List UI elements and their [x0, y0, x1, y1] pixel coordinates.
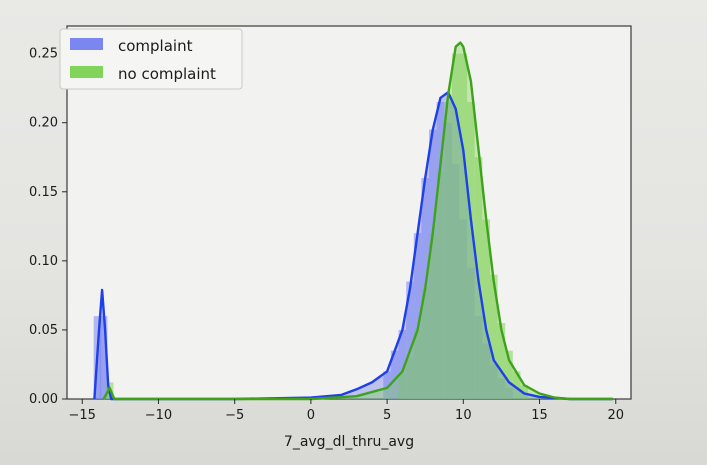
x-axis: −15 −10 −5 0 5 10 15 20: [69, 399, 624, 423]
histogram-bar-complaint: [406, 281, 414, 399]
y-tick-label: 0.25: [29, 47, 58, 62]
histogram-bar-complaint: [99, 316, 108, 399]
x-axis-title: 7_avg_dl_thru_avg: [284, 434, 414, 450]
density-area-no-complaint: [103, 42, 613, 399]
legend-box: [59, 28, 243, 90]
histogram-bars: [93, 53, 529, 399]
density-line-no-complaint: [102, 41, 613, 401]
x-tick-label: −10: [145, 408, 172, 423]
histogram-bar-no-complaint: [413, 329, 422, 399]
legend-swatch-no-complaint: [70, 66, 103, 78]
legend-label-no-complaint: no complaint: [118, 65, 216, 83]
y-axis: 0.00 0.05 0.10 0.15 0.20 0.25: [29, 47, 67, 407]
legend: complaint no complaint: [59, 28, 243, 90]
histogram-bar-no-complaint: [497, 323, 506, 399]
histogram-bar-no-complaint: [406, 357, 414, 399]
x-tick-label: 10: [455, 408, 472, 423]
y-tick-label: 0.05: [29, 323, 58, 338]
histogram-bar-no-complaint: [482, 219, 490, 399]
x-tick-label: −5: [225, 408, 244, 423]
legend-swatch-complaint: [70, 38, 103, 50]
histogram-bar-complaint: [383, 371, 391, 399]
y-tick-label: 0.00: [29, 392, 58, 407]
histogram-bar-no-complaint: [436, 171, 445, 399]
density-fills: [94, 42, 613, 400]
legend-label-complaint: complaint: [118, 37, 193, 55]
y-tick-label: 0.10: [29, 254, 58, 269]
histogram-bar-no-complaint: [505, 350, 513, 399]
x-tick-label: 20: [607, 408, 624, 423]
x-tick-label: 5: [383, 408, 391, 423]
x-tick-label: 0: [307, 408, 315, 423]
density-line-complaint: [93, 91, 613, 401]
x-tick-label: 15: [531, 408, 548, 423]
density-area-complaint: [94, 92, 613, 400]
density-lines: [93, 41, 613, 401]
y-tick-label: 0.20: [29, 116, 58, 131]
histogram-bar-no-complaint: [467, 102, 475, 399]
histogram-bar-complaint: [398, 329, 407, 399]
histogram-bar-complaint: [413, 233, 422, 399]
histogram-bar-no-complaint: [451, 53, 460, 399]
histogram-bar-no-complaint: [398, 374, 407, 399]
histogram-bar-no-complaint: [512, 371, 521, 399]
histogram-bar-no-complaint: [490, 274, 498, 399]
histogram-bar-no-complaint: [459, 53, 468, 399]
histogram-bar-no-complaint: [429, 233, 437, 399]
histogram-bar-no-complaint: [444, 102, 452, 399]
histogram-bar-no-complaint: [421, 288, 429, 399]
y-tick-label: 0.15: [29, 185, 58, 200]
histogram-bar-complaint: [390, 350, 399, 399]
x-tick-label: −15: [69, 408, 96, 423]
